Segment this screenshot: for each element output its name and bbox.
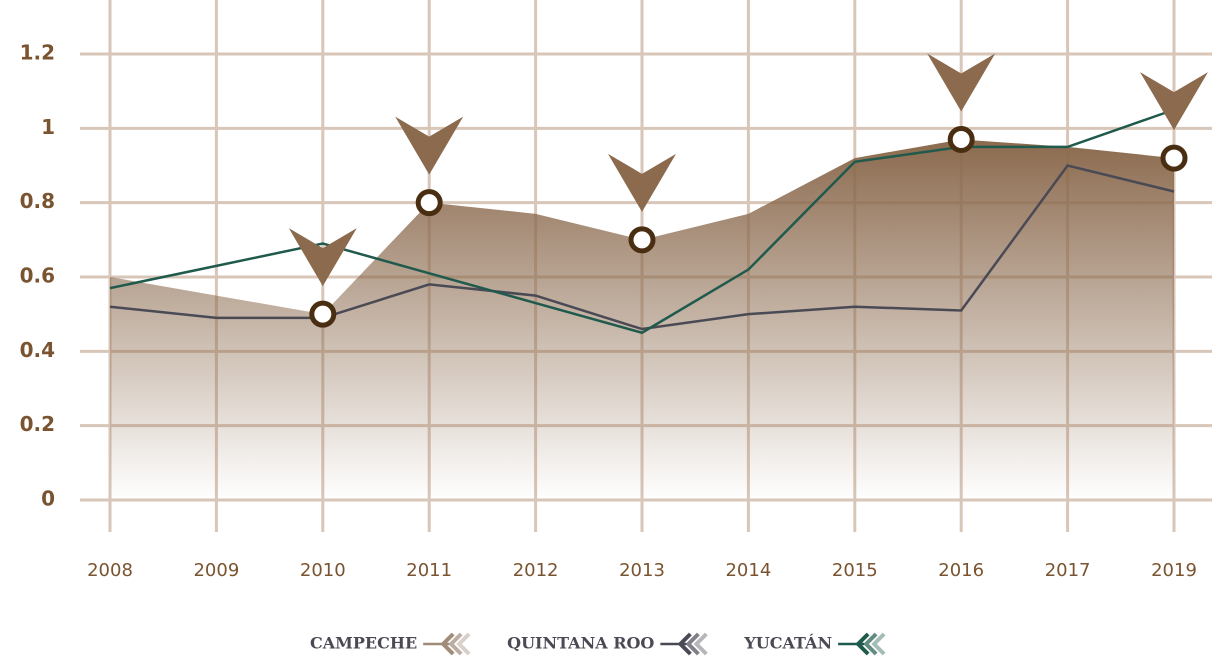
x-tick-label: 2012 [513, 560, 559, 581]
line [109, 164, 1175, 331]
area [110, 139, 1174, 500]
legend-label: YUCATÁN [743, 633, 832, 653]
y-tick-label: 1 [41, 115, 55, 139]
arrowhead [1140, 72, 1208, 131]
arrowhead [395, 116, 464, 175]
legend-label: QUINTANA ROO [507, 634, 654, 653]
marker [415, 189, 443, 217]
marker [1160, 144, 1188, 172]
x-tick-label: 2019 [1151, 560, 1197, 581]
arrowhead [927, 53, 996, 112]
marker [628, 226, 656, 254]
legend-chevron [440, 632, 455, 656]
legend-label: CAMPECHE [310, 634, 417, 653]
y-tick-label: 0.4 [20, 338, 55, 362]
x-tick-label: 2015 [832, 560, 878, 581]
y-tick-label: 0.8 [20, 189, 55, 213]
x-tick-label: 2017 [1045, 560, 1091, 581]
legend-chevron [685, 632, 700, 656]
legend-chevron [693, 632, 708, 656]
x-tick-label: 2014 [725, 560, 771, 581]
x-tick-label: 2010 [300, 560, 346, 581]
marker [947, 125, 975, 153]
x-tick-label: 2008 [87, 560, 133, 581]
x-tick-label: 2016 [938, 560, 984, 581]
legend-chevron [456, 632, 471, 656]
legend-chevron [871, 632, 886, 656]
x-tick-label: 2009 [193, 560, 239, 581]
y-tick-label: 0 [41, 487, 55, 511]
x-tick-label: 2011 [406, 560, 452, 581]
arrowhead [288, 228, 357, 287]
x-tick-label: 2013 [619, 560, 665, 581]
y-tick-label: 1.2 [20, 41, 55, 65]
marker [309, 300, 337, 328]
y-tick-label: 0.2 [20, 412, 55, 436]
arrowhead [608, 153, 676, 212]
legend-chevron [677, 632, 692, 656]
y-tick-label: 0.6 [20, 264, 55, 288]
legend-chevron [863, 632, 878, 656]
legend-chevron [448, 632, 463, 656]
line [109, 108, 1175, 335]
legend-chevron [855, 632, 870, 656]
